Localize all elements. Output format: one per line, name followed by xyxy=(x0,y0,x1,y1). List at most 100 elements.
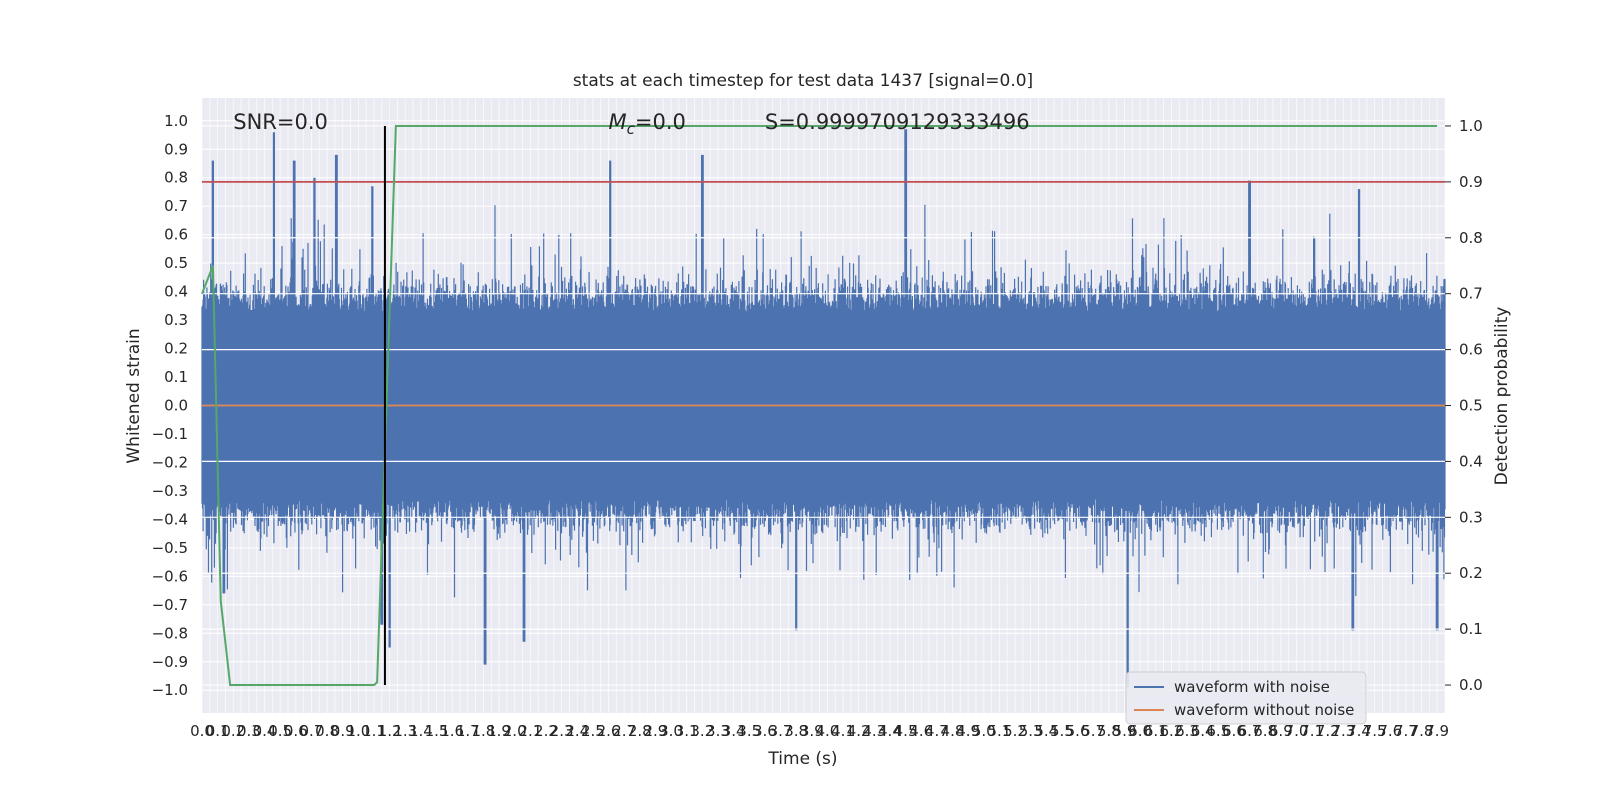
x-tick-label: 1.1 xyxy=(362,722,386,740)
y-tick-label: −0.3 xyxy=(152,482,188,500)
x-tick-label: 3.2 xyxy=(690,722,714,740)
x-tick-label: 7.5 xyxy=(1363,722,1387,740)
y2-tick-label: 0.0 xyxy=(1459,676,1483,694)
y-tick-label: −0.1 xyxy=(152,425,188,443)
y-axis-label: Whitened strain xyxy=(124,328,144,463)
x-tick-label: 2.8 xyxy=(628,722,652,740)
y-tick-label: 0.8 xyxy=(164,169,188,187)
x-tick-label: 2.1 xyxy=(518,722,542,740)
x-tick-label: 7.8 xyxy=(1410,722,1434,740)
series-detection-probability xyxy=(201,124,1438,687)
x-tick-label: 0.1 xyxy=(206,722,230,740)
x-tick-label: 3.9 xyxy=(800,722,824,740)
x-tick-label: 1.2 xyxy=(378,722,402,740)
y2-tick-label: 0.5 xyxy=(1459,397,1483,415)
x-tick-label: 1.3 xyxy=(393,722,417,740)
annotation: SNR=0.0 xyxy=(233,110,328,134)
x-tick-label: 4.8 xyxy=(941,722,965,740)
y2-tick-label: 0.8 xyxy=(1459,229,1483,247)
x-tick-label: 4.3 xyxy=(862,722,886,740)
x-tick-label: 5.0 xyxy=(972,722,996,740)
plot-area: 0.00.10.20.30.40.50.60.70.80.91.01.11.21… xyxy=(152,98,1483,740)
x-tick-label: 0.3 xyxy=(237,722,261,740)
y-tick-label: 0.2 xyxy=(164,340,188,358)
x-tick-label: 4.6 xyxy=(909,722,933,740)
x-tick-label: 0.4 xyxy=(253,722,277,740)
x-tick-label: 4.1 xyxy=(831,722,855,740)
x-tick-label: 1.4 xyxy=(409,722,433,740)
annotation: Mc=0.0 xyxy=(609,110,686,138)
y2-axis-label: Detection probability xyxy=(1492,307,1512,486)
y-tick-label: −0.5 xyxy=(152,539,188,557)
x-tick-label: 0.9 xyxy=(331,722,355,740)
y-tick-label: −0.8 xyxy=(152,624,188,642)
x-tick-label: 7.0 xyxy=(1285,722,1309,740)
x-tick-label: 2.0 xyxy=(503,722,527,740)
x-tick-label: 4.5 xyxy=(894,722,918,740)
x-tick-label: 6.6 xyxy=(1222,722,1246,740)
x-tick-label: 3.3 xyxy=(706,722,730,740)
x-tick-label: 2.7 xyxy=(612,722,636,740)
x-tick-label: 3.0 xyxy=(659,722,683,740)
x-tick-label: 3.4 xyxy=(722,722,746,740)
x-tick-label: 5.2 xyxy=(1003,722,1027,740)
y2-tick-label: 0.2 xyxy=(1459,564,1483,582)
x-tick-label: 4.7 xyxy=(925,722,949,740)
x-tick-label: 6.4 xyxy=(1191,722,1215,740)
x-tick-label: 7.3 xyxy=(1331,722,1355,740)
x-tick-label: 4.2 xyxy=(847,722,871,740)
y2-tick-label: 0.9 xyxy=(1459,173,1483,191)
x-tick-label: 1.8 xyxy=(472,722,496,740)
legend-label: waveform without noise xyxy=(1174,701,1354,719)
x-tick-label: 1.7 xyxy=(456,722,480,740)
x-tick-label: 0.2 xyxy=(221,722,245,740)
y2-tick-label: 0.1 xyxy=(1459,620,1483,638)
x-tick-label: 7.4 xyxy=(1347,722,1371,740)
x-tick-label: 1.6 xyxy=(440,722,464,740)
x-tick-label: 2.2 xyxy=(534,722,558,740)
y2-tick-label: 0.4 xyxy=(1459,452,1483,470)
x-tick-label: 6.7 xyxy=(1238,722,1262,740)
x-tick-label: 1.9 xyxy=(487,722,511,740)
y-tick-label: 0.7 xyxy=(164,197,188,215)
x-tick-label: 7.1 xyxy=(1300,722,1324,740)
chart-title: stats at each timestep for test data 143… xyxy=(573,71,1033,91)
x-tick-label: 5.3 xyxy=(1019,722,1043,740)
y2-tick-label: 0.7 xyxy=(1459,285,1483,303)
x-tick-label: 0.5 xyxy=(268,722,292,740)
legend-box xyxy=(1125,671,1367,725)
x-tick-label: 5.6 xyxy=(1066,722,1090,740)
x-tick-label: 4.9 xyxy=(956,722,980,740)
legend-label: waveform with noise xyxy=(1174,678,1330,696)
x-tick-label: 6.3 xyxy=(1175,722,1199,740)
x-tick-label: 6.1 xyxy=(1144,722,1168,740)
y-tick-label: 1.0 xyxy=(164,112,188,130)
x-tick-label: 5.5 xyxy=(1050,722,1074,740)
annotation: S=0.9999709129333496 xyxy=(765,110,1030,134)
y-tick-label: −1.0 xyxy=(152,681,188,699)
x-tick-label: 3.7 xyxy=(769,722,793,740)
x-tick-label: 6.2 xyxy=(1159,722,1183,740)
x-tick-label: 7.9 xyxy=(1425,722,1449,740)
x-tick-label: 5.4 xyxy=(1034,722,1058,740)
y-tick-label: 0.5 xyxy=(164,254,188,272)
y-tick-label: 0.0 xyxy=(164,397,188,415)
x-tick-label: 0.8 xyxy=(315,722,339,740)
x-tick-label: 0.0 xyxy=(190,722,214,740)
x-tick-label: 4.4 xyxy=(878,722,902,740)
x-tick-label: 7.2 xyxy=(1316,722,1340,740)
x-tick-label: 0.6 xyxy=(284,722,308,740)
legend: waveform with noise waveform without nois… xyxy=(1125,671,1367,725)
x-tick-label: 2.9 xyxy=(643,722,667,740)
x-tick-label: 2.4 xyxy=(565,722,589,740)
x-tick-label: 5.8 xyxy=(1097,722,1121,740)
x-tick-label: 3.1 xyxy=(675,722,699,740)
y-tick-label: −0.7 xyxy=(152,596,188,614)
y2-tick-label: 0.3 xyxy=(1459,508,1483,526)
x-tick-label: 7.7 xyxy=(1394,722,1418,740)
y2-tick-label: 0.6 xyxy=(1459,341,1483,359)
y-tick-label: −0.2 xyxy=(152,453,188,471)
y-tick-label: −0.6 xyxy=(152,567,188,585)
x-tick-label: 3.8 xyxy=(784,722,808,740)
